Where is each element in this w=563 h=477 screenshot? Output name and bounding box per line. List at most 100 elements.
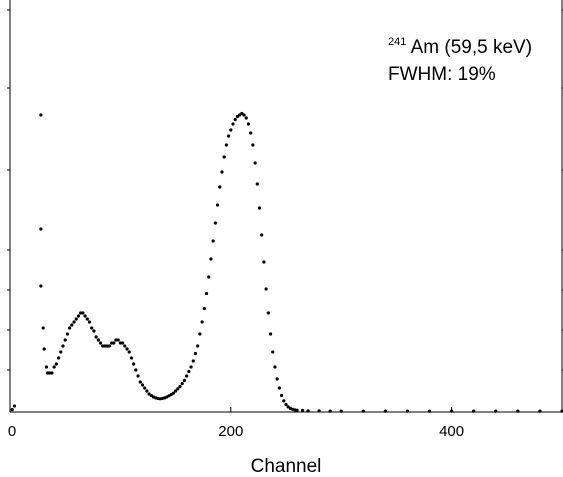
data-point xyxy=(282,399,286,403)
data-point xyxy=(65,332,70,336)
data-point xyxy=(226,134,231,138)
x-tick-label: 0 xyxy=(8,423,16,440)
data-point xyxy=(229,128,233,132)
isotope-label: 241 Am (59,5 keV) xyxy=(388,29,532,58)
data-point xyxy=(54,362,58,366)
data-point xyxy=(140,383,145,387)
data-point xyxy=(39,284,43,288)
data-point xyxy=(72,320,76,324)
isotope-name: Am (59,5 keV) xyxy=(411,37,532,58)
data-point xyxy=(222,155,226,159)
data-point xyxy=(48,371,52,375)
data-point xyxy=(271,350,275,354)
data-point xyxy=(279,393,284,398)
data-point xyxy=(70,323,74,327)
data-point xyxy=(61,344,65,348)
data-point xyxy=(121,341,125,345)
data-point xyxy=(257,206,262,210)
data-point xyxy=(300,408,305,413)
data-point xyxy=(255,182,259,186)
data-point xyxy=(178,384,182,389)
data-point xyxy=(12,404,17,408)
data-point xyxy=(52,365,56,369)
data-point xyxy=(284,402,288,407)
data-point xyxy=(50,371,54,375)
data-point xyxy=(41,326,45,330)
data-point xyxy=(185,374,189,378)
data-point xyxy=(450,409,454,413)
data-point xyxy=(339,409,343,413)
data-point xyxy=(260,233,264,237)
data-point xyxy=(268,332,273,336)
data-point xyxy=(101,344,105,348)
data-point xyxy=(118,341,122,345)
data-point xyxy=(112,341,116,345)
data-point xyxy=(87,320,92,324)
data-point xyxy=(218,185,222,189)
data-point xyxy=(59,350,63,354)
data-point xyxy=(427,409,432,413)
data-point xyxy=(383,409,387,413)
data-point xyxy=(244,116,248,120)
data-point xyxy=(191,359,195,363)
data-points xyxy=(10,111,563,413)
data-point xyxy=(114,338,118,342)
data-point xyxy=(96,338,100,342)
data-point xyxy=(180,381,184,386)
x-tick-labels: 0 200 400 xyxy=(8,423,464,440)
isotope-mass-number: 241 xyxy=(388,36,406,48)
data-point xyxy=(189,365,193,369)
data-point xyxy=(275,377,279,381)
data-point xyxy=(94,335,98,339)
data-point xyxy=(306,409,310,413)
data-point xyxy=(200,320,204,324)
data-point xyxy=(220,170,224,174)
data-point xyxy=(361,409,365,413)
data-point xyxy=(560,409,563,413)
data-point xyxy=(116,338,120,342)
data-point xyxy=(253,161,257,165)
annotation: 241 Am (59,5 keV) FWHM: 19% xyxy=(388,29,532,85)
fwhm-label: FWHM: 19% xyxy=(388,64,496,85)
data-point xyxy=(494,409,498,413)
data-point xyxy=(85,317,89,321)
data-point xyxy=(174,389,178,393)
data-point xyxy=(138,380,142,384)
data-point xyxy=(134,368,138,372)
data-point xyxy=(83,314,87,318)
data-point xyxy=(233,117,237,122)
data-point xyxy=(224,143,228,147)
data-point xyxy=(213,221,217,225)
data-point xyxy=(10,408,14,412)
data-point xyxy=(328,409,332,413)
data-point xyxy=(516,409,520,413)
data-point xyxy=(266,311,270,315)
x-axis-title: Channel xyxy=(251,456,322,477)
data-point xyxy=(109,341,114,345)
data-point xyxy=(231,122,235,126)
data-point xyxy=(125,347,129,351)
data-point xyxy=(44,365,49,369)
data-point xyxy=(39,227,43,231)
data-point xyxy=(317,409,321,413)
data-point xyxy=(246,122,251,126)
data-point xyxy=(176,387,180,391)
data-point xyxy=(242,113,246,117)
data-point xyxy=(105,344,109,348)
data-point xyxy=(145,389,149,393)
data-point xyxy=(472,409,476,413)
data-point xyxy=(63,338,67,342)
data-point xyxy=(264,287,268,291)
data-point xyxy=(171,391,175,395)
data-point xyxy=(405,409,410,413)
data-point xyxy=(56,356,61,360)
data-point xyxy=(277,386,281,390)
data-point xyxy=(81,311,85,315)
data-point xyxy=(74,317,78,321)
data-point xyxy=(249,131,253,135)
data-point xyxy=(127,350,131,354)
data-point xyxy=(136,374,140,378)
x-tick-label: 200 xyxy=(218,423,243,440)
data-point xyxy=(90,326,94,330)
data-point xyxy=(42,347,46,351)
